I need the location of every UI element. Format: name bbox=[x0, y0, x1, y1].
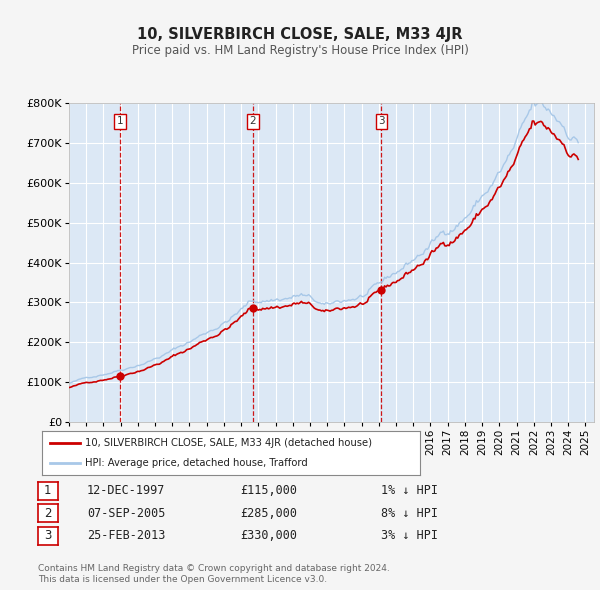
Text: £330,000: £330,000 bbox=[240, 529, 297, 542]
Text: 25-FEB-2013: 25-FEB-2013 bbox=[87, 529, 166, 542]
Text: 1: 1 bbox=[116, 116, 123, 126]
Text: 3: 3 bbox=[44, 529, 52, 542]
Text: 3: 3 bbox=[378, 116, 385, 126]
Text: Contains HM Land Registry data © Crown copyright and database right 2024.: Contains HM Land Registry data © Crown c… bbox=[38, 565, 389, 573]
Text: 1% ↓ HPI: 1% ↓ HPI bbox=[381, 484, 438, 497]
Text: 3% ↓ HPI: 3% ↓ HPI bbox=[381, 529, 438, 542]
Text: 8% ↓ HPI: 8% ↓ HPI bbox=[381, 507, 438, 520]
Text: 2: 2 bbox=[44, 507, 52, 520]
Text: 2: 2 bbox=[250, 116, 256, 126]
Text: 12-DEC-1997: 12-DEC-1997 bbox=[87, 484, 166, 497]
Text: Price paid vs. HM Land Registry's House Price Index (HPI): Price paid vs. HM Land Registry's House … bbox=[131, 44, 469, 57]
Text: £115,000: £115,000 bbox=[240, 484, 297, 497]
Text: £285,000: £285,000 bbox=[240, 507, 297, 520]
Text: 1: 1 bbox=[44, 484, 52, 497]
Text: This data is licensed under the Open Government Licence v3.0.: This data is licensed under the Open Gov… bbox=[38, 575, 327, 584]
Text: 10, SILVERBIRCH CLOSE, SALE, M33 4JR: 10, SILVERBIRCH CLOSE, SALE, M33 4JR bbox=[137, 27, 463, 41]
Text: HPI: Average price, detached house, Trafford: HPI: Average price, detached house, Traf… bbox=[85, 458, 308, 468]
Text: 10, SILVERBIRCH CLOSE, SALE, M33 4JR (detached house): 10, SILVERBIRCH CLOSE, SALE, M33 4JR (de… bbox=[85, 438, 373, 448]
Text: 07-SEP-2005: 07-SEP-2005 bbox=[87, 507, 166, 520]
